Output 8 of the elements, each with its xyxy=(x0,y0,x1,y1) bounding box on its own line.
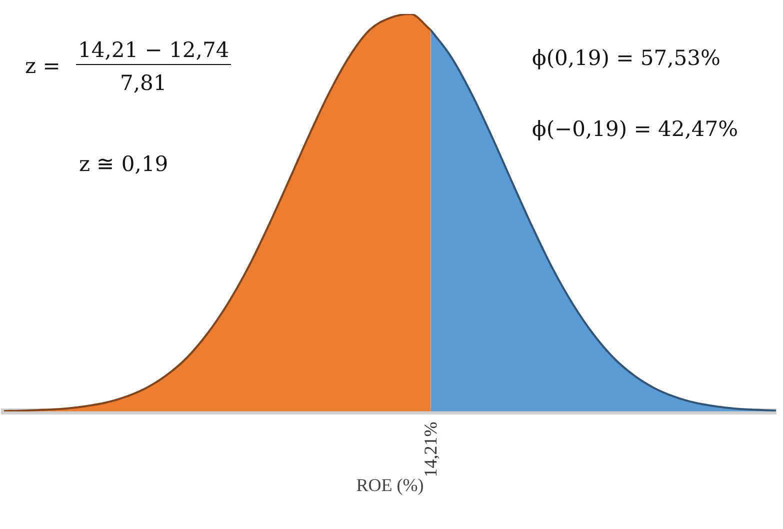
annotation: 7,81 xyxy=(120,71,167,95)
annotation: z = xyxy=(25,54,60,78)
x-axis-title: ROE (%) xyxy=(356,474,424,495)
annotation: z ≅ 0,19 xyxy=(79,152,168,176)
text: 14,21% xyxy=(420,422,441,478)
annotation: ϕ(0,19) = 57,53% xyxy=(532,46,720,70)
annotation: ϕ(−0,19) = 42,47% xyxy=(532,117,738,141)
annotation: 14,21 − 12,74 xyxy=(76,38,232,65)
